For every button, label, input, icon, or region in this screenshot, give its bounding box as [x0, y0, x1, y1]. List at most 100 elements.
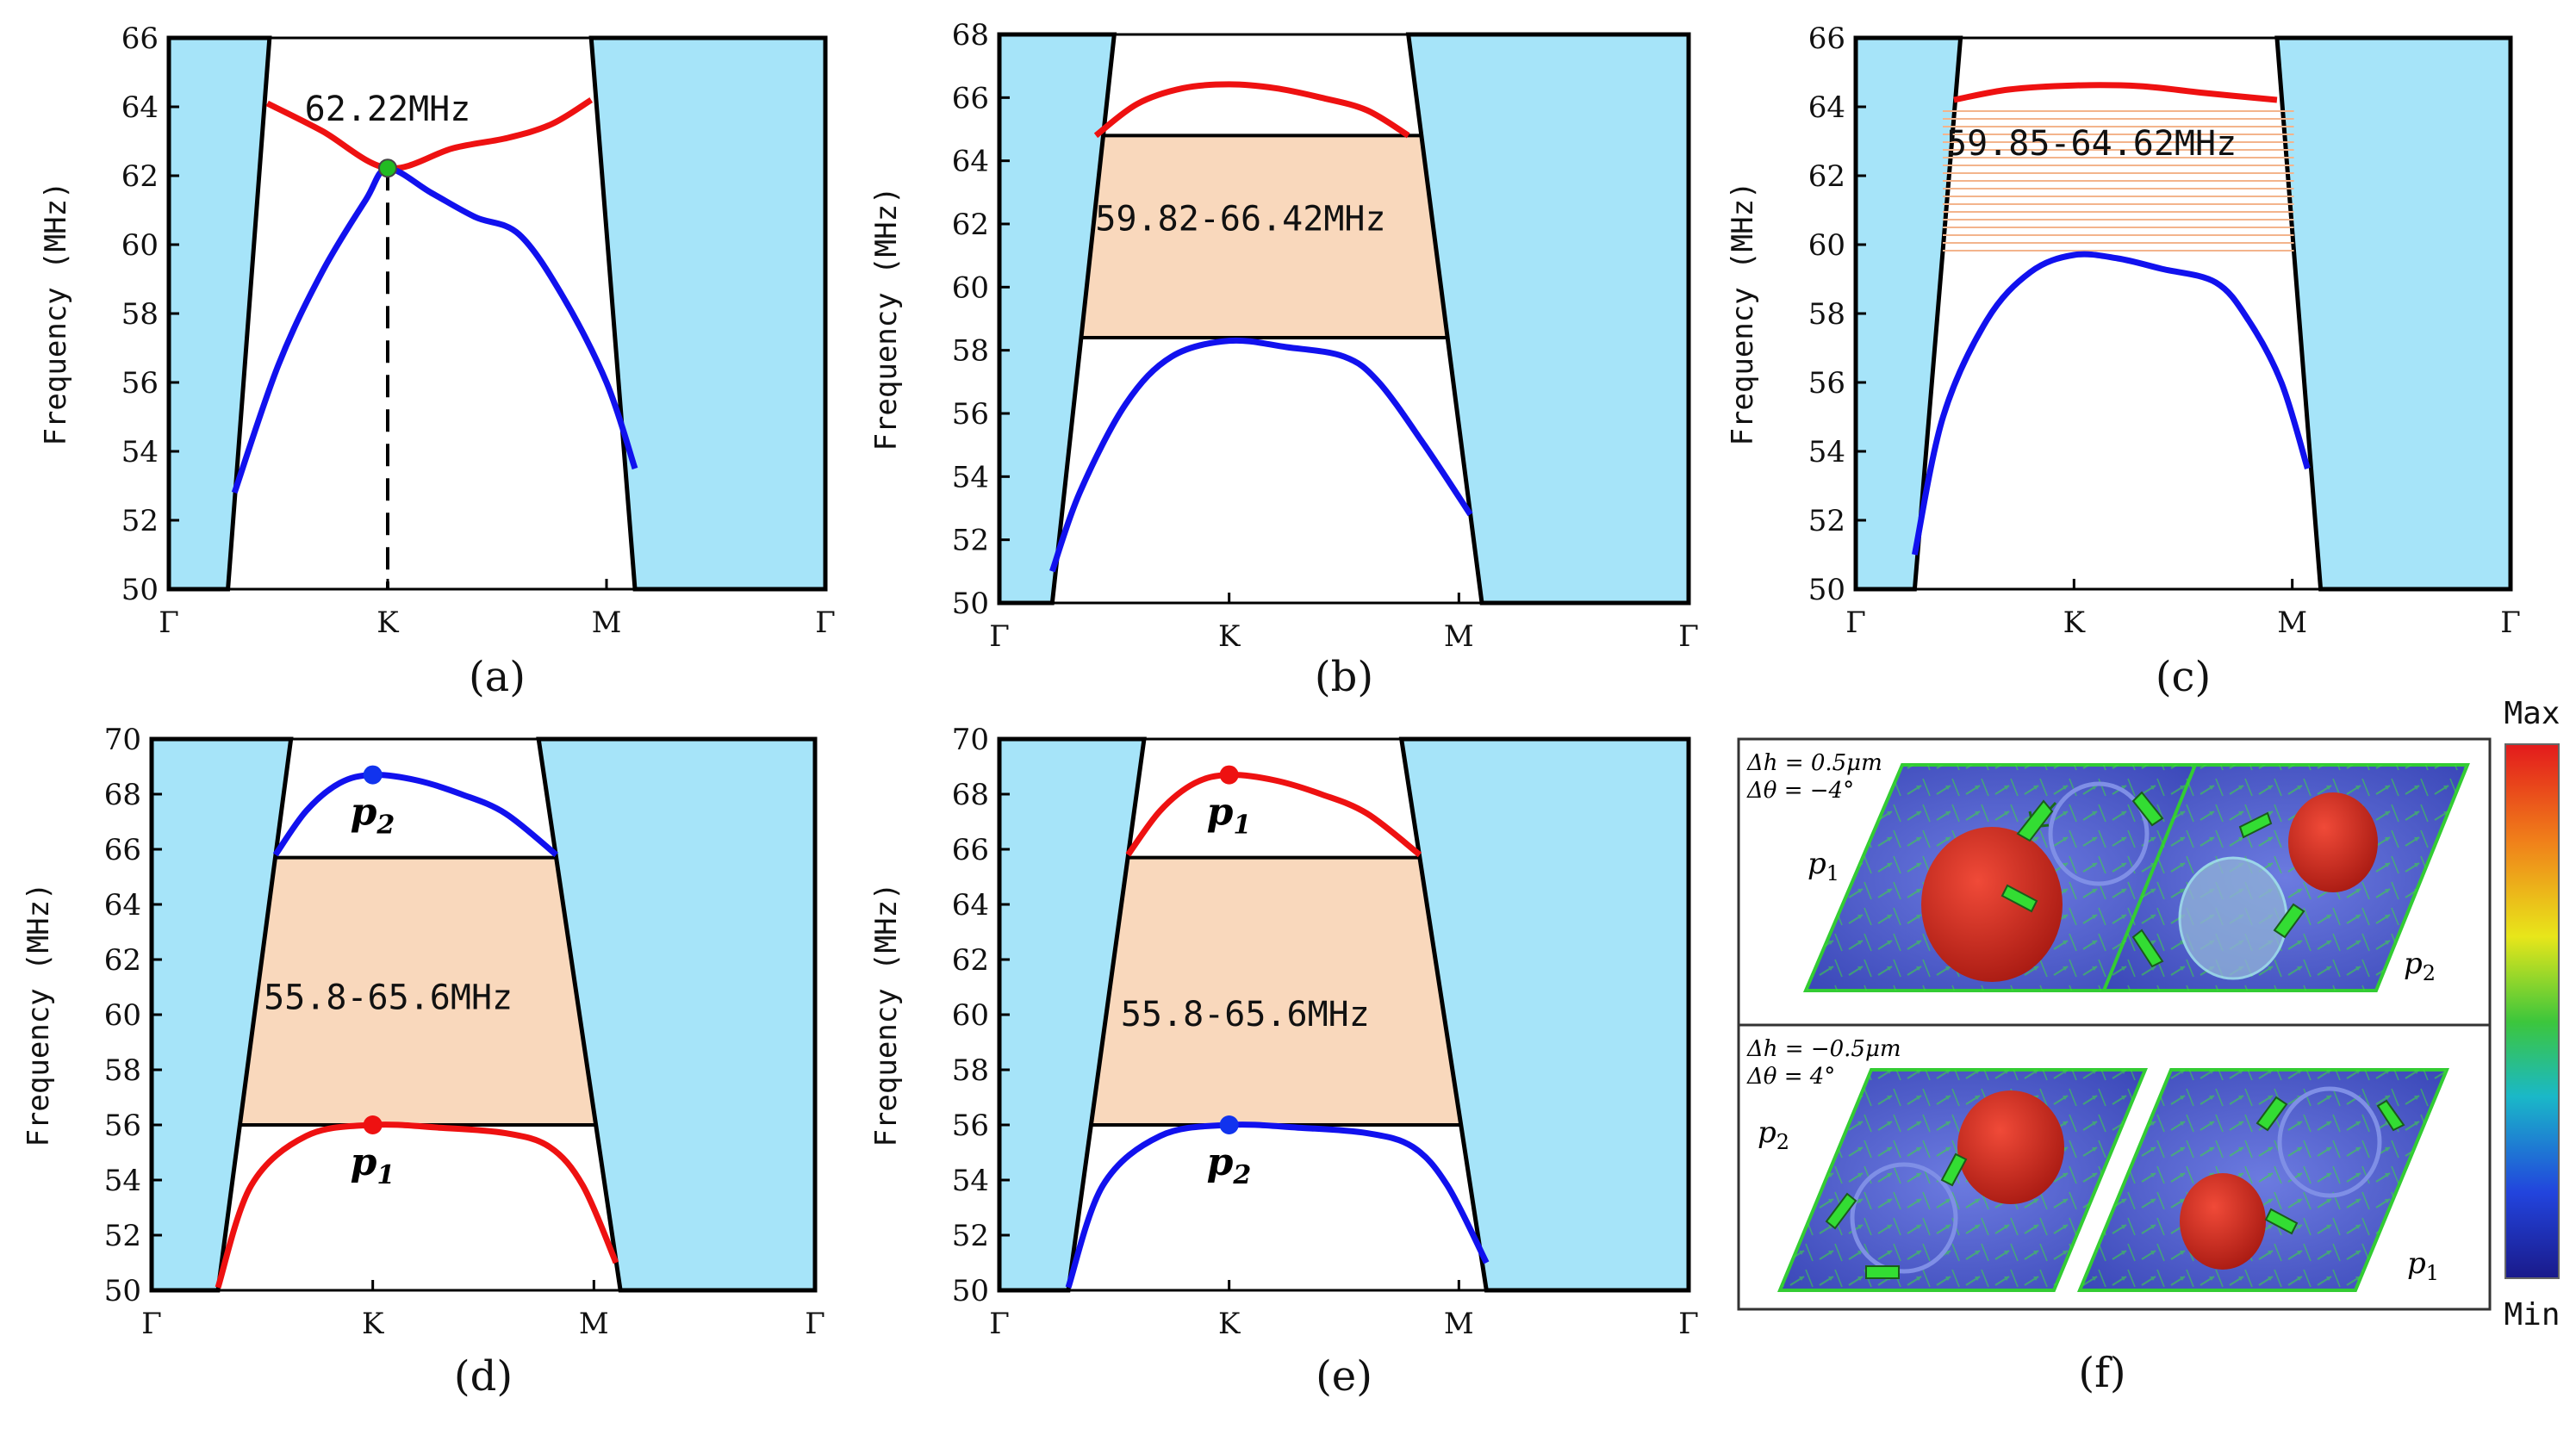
mode-point-p2 [1219, 1115, 1239, 1134]
mode-label-right: p1 [2407, 1246, 2439, 1285]
upper-band-curve [272, 772, 558, 858]
band-gap-region [240, 857, 596, 1125]
left-light-cone [166, 35, 272, 592]
arrow-icon [2131, 929, 2164, 968]
y-tick-label: 56 [121, 366, 159, 401]
x-tick-label: Γ [1678, 619, 1699, 654]
y-tick-label: 58 [1808, 297, 1845, 332]
right-light-cone [1398, 736, 1691, 1293]
y-tick-label: 62 [952, 943, 989, 978]
y-tick-label: 52 [952, 524, 989, 558]
p-subscript: 2 [2423, 961, 2436, 985]
x-tick-label: Γ [1678, 1307, 1699, 1341]
arrow-icon [1865, 1265, 1900, 1279]
field-lobe-faint [2178, 856, 2288, 980]
mode-label-p2: p2 [1207, 1140, 1252, 1190]
y-ticks: 50 52 54 56 58 60 62 64 66 [1808, 22, 1866, 607]
delta-theta-label: Δθ = −4° [1746, 778, 1854, 804]
y-axis-label: Frequency (MHz) [869, 186, 904, 450]
arrow-icon [2016, 799, 2054, 842]
y-tick-label: 60 [104, 998, 141, 1033]
right-light-cone [1405, 32, 1691, 606]
gap-range-label: 59.85-64.62MHz [1946, 124, 2237, 164]
panel-b: 59.82-66.42MHz 50 52 54 56 58 60 62 64 66 68 Γ K M Γ… [869, 18, 1699, 701]
arrow-icon [2000, 884, 2038, 913]
y-tick-label: 50 [952, 587, 989, 621]
y-ticks: 50 52 54 56 58 60 62 64 66 68 70 [952, 723, 1010, 1308]
arrow-icon [2273, 903, 2305, 939]
y-axis-label: Frequency (MHz) [22, 882, 56, 1146]
mode-label-left: p1 [1808, 847, 1839, 885]
y-tick-label: 54 [952, 1164, 989, 1198]
mode-label-p1: p1 [351, 1140, 395, 1190]
y-tick-label: 64 [952, 145, 989, 179]
x-tick-label: M [579, 1307, 609, 1341]
panel-caption: (d) [454, 1352, 513, 1401]
p-subscript: 2 [376, 811, 395, 841]
x-tick-label: M [2277, 606, 2307, 640]
x-tick-label: Γ [1845, 606, 1866, 640]
plate-bottom-right [2077, 1068, 2449, 1292]
mode-point-p2 [363, 765, 383, 785]
p-subscript: 1 [1826, 861, 1839, 885]
y-tick-label: 56 [1808, 366, 1845, 401]
y-tick-label: 64 [121, 90, 159, 125]
upper-band-curve [1093, 81, 1410, 139]
x-tick-label: K [1218, 1307, 1241, 1341]
y-tick-label: 70 [952, 723, 989, 757]
y-tick-label: 50 [952, 1274, 989, 1308]
p-letter: p [1207, 1140, 1234, 1184]
plate-bottom-left [1777, 1068, 2148, 1292]
y-tick-label: 64 [952, 888, 989, 922]
y-tick-label: 66 [952, 833, 989, 867]
y-tick-label: 68 [952, 778, 989, 812]
lower-band-curve [215, 1121, 619, 1289]
y-tick-label: 60 [121, 228, 159, 263]
delta-h-label: Δh = 0.5μm [1746, 750, 1882, 776]
right-light-cone [536, 736, 818, 1293]
p-subscript: 1 [2426, 1261, 2439, 1285]
field-lobe-faint [1850, 1162, 1958, 1274]
y-tick-label: 52 [121, 504, 159, 538]
y-tick-label: 54 [1808, 435, 1845, 469]
x-tick-label: Γ [989, 1307, 1010, 1341]
panel-caption: (e) [1316, 1352, 1372, 1401]
x-tick-label: Γ [805, 1307, 825, 1341]
y-tick-label: 50 [121, 573, 159, 607]
lower-band-curve [1049, 337, 1473, 573]
arrow-icon [1825, 1192, 1857, 1230]
gap-range-label: 59.82-66.42MHz [1095, 199, 1385, 239]
lower-band-curve [231, 165, 638, 494]
upper-band-curve [265, 97, 594, 172]
y-tick-label: 64 [104, 888, 141, 922]
panel-d: p2 p1 55.8-65.6MHz 505254565860626466687… [22, 723, 825, 1401]
p-letter: p [351, 1140, 377, 1184]
band-gap-region [1080, 135, 1448, 338]
colorbar [2504, 743, 2560, 1279]
arrow-icon [2256, 1096, 2288, 1132]
y-tick-label: 62 [952, 208, 989, 242]
field-lobe-faint [2277, 1086, 2382, 1198]
y-ticks: 50 52 54 56 58 60 62 64 66 68 [952, 18, 1010, 621]
mode-point-p1 [363, 1115, 383, 1134]
upper-band-curve [1953, 82, 2278, 103]
mode-label-p1: p1 [1207, 791, 1252, 841]
x-tick-label: K [1218, 619, 1241, 654]
lower-band-curve [1065, 1121, 1490, 1289]
panel-a: 62.22MHz 50 52 54 56 58 60 62 64 66 Γ K M Γ Frequen… [39, 22, 836, 701]
arrow-icon [2131, 791, 2164, 827]
x-tick-label: K [2063, 606, 2086, 640]
panel-caption: (f) [2078, 1349, 2125, 1397]
y-tick-label: 66 [104, 833, 141, 867]
mode-label-p2: p2 [351, 791, 395, 841]
panel-c: 59.85-64.62MHz 50 52 54 56 58 60 62 64 66 Γ K M Γ F… [1726, 22, 2521, 701]
mode-label-right: p2 [2404, 947, 2436, 985]
y-tick-label: 52 [104, 1219, 141, 1253]
p-letter: p [1758, 1115, 1776, 1150]
y-axis-label: Frequency (MHz) [869, 882, 904, 1146]
plate-top-right [2101, 763, 2470, 992]
p-subscript: 2 [1776, 1130, 1789, 1154]
